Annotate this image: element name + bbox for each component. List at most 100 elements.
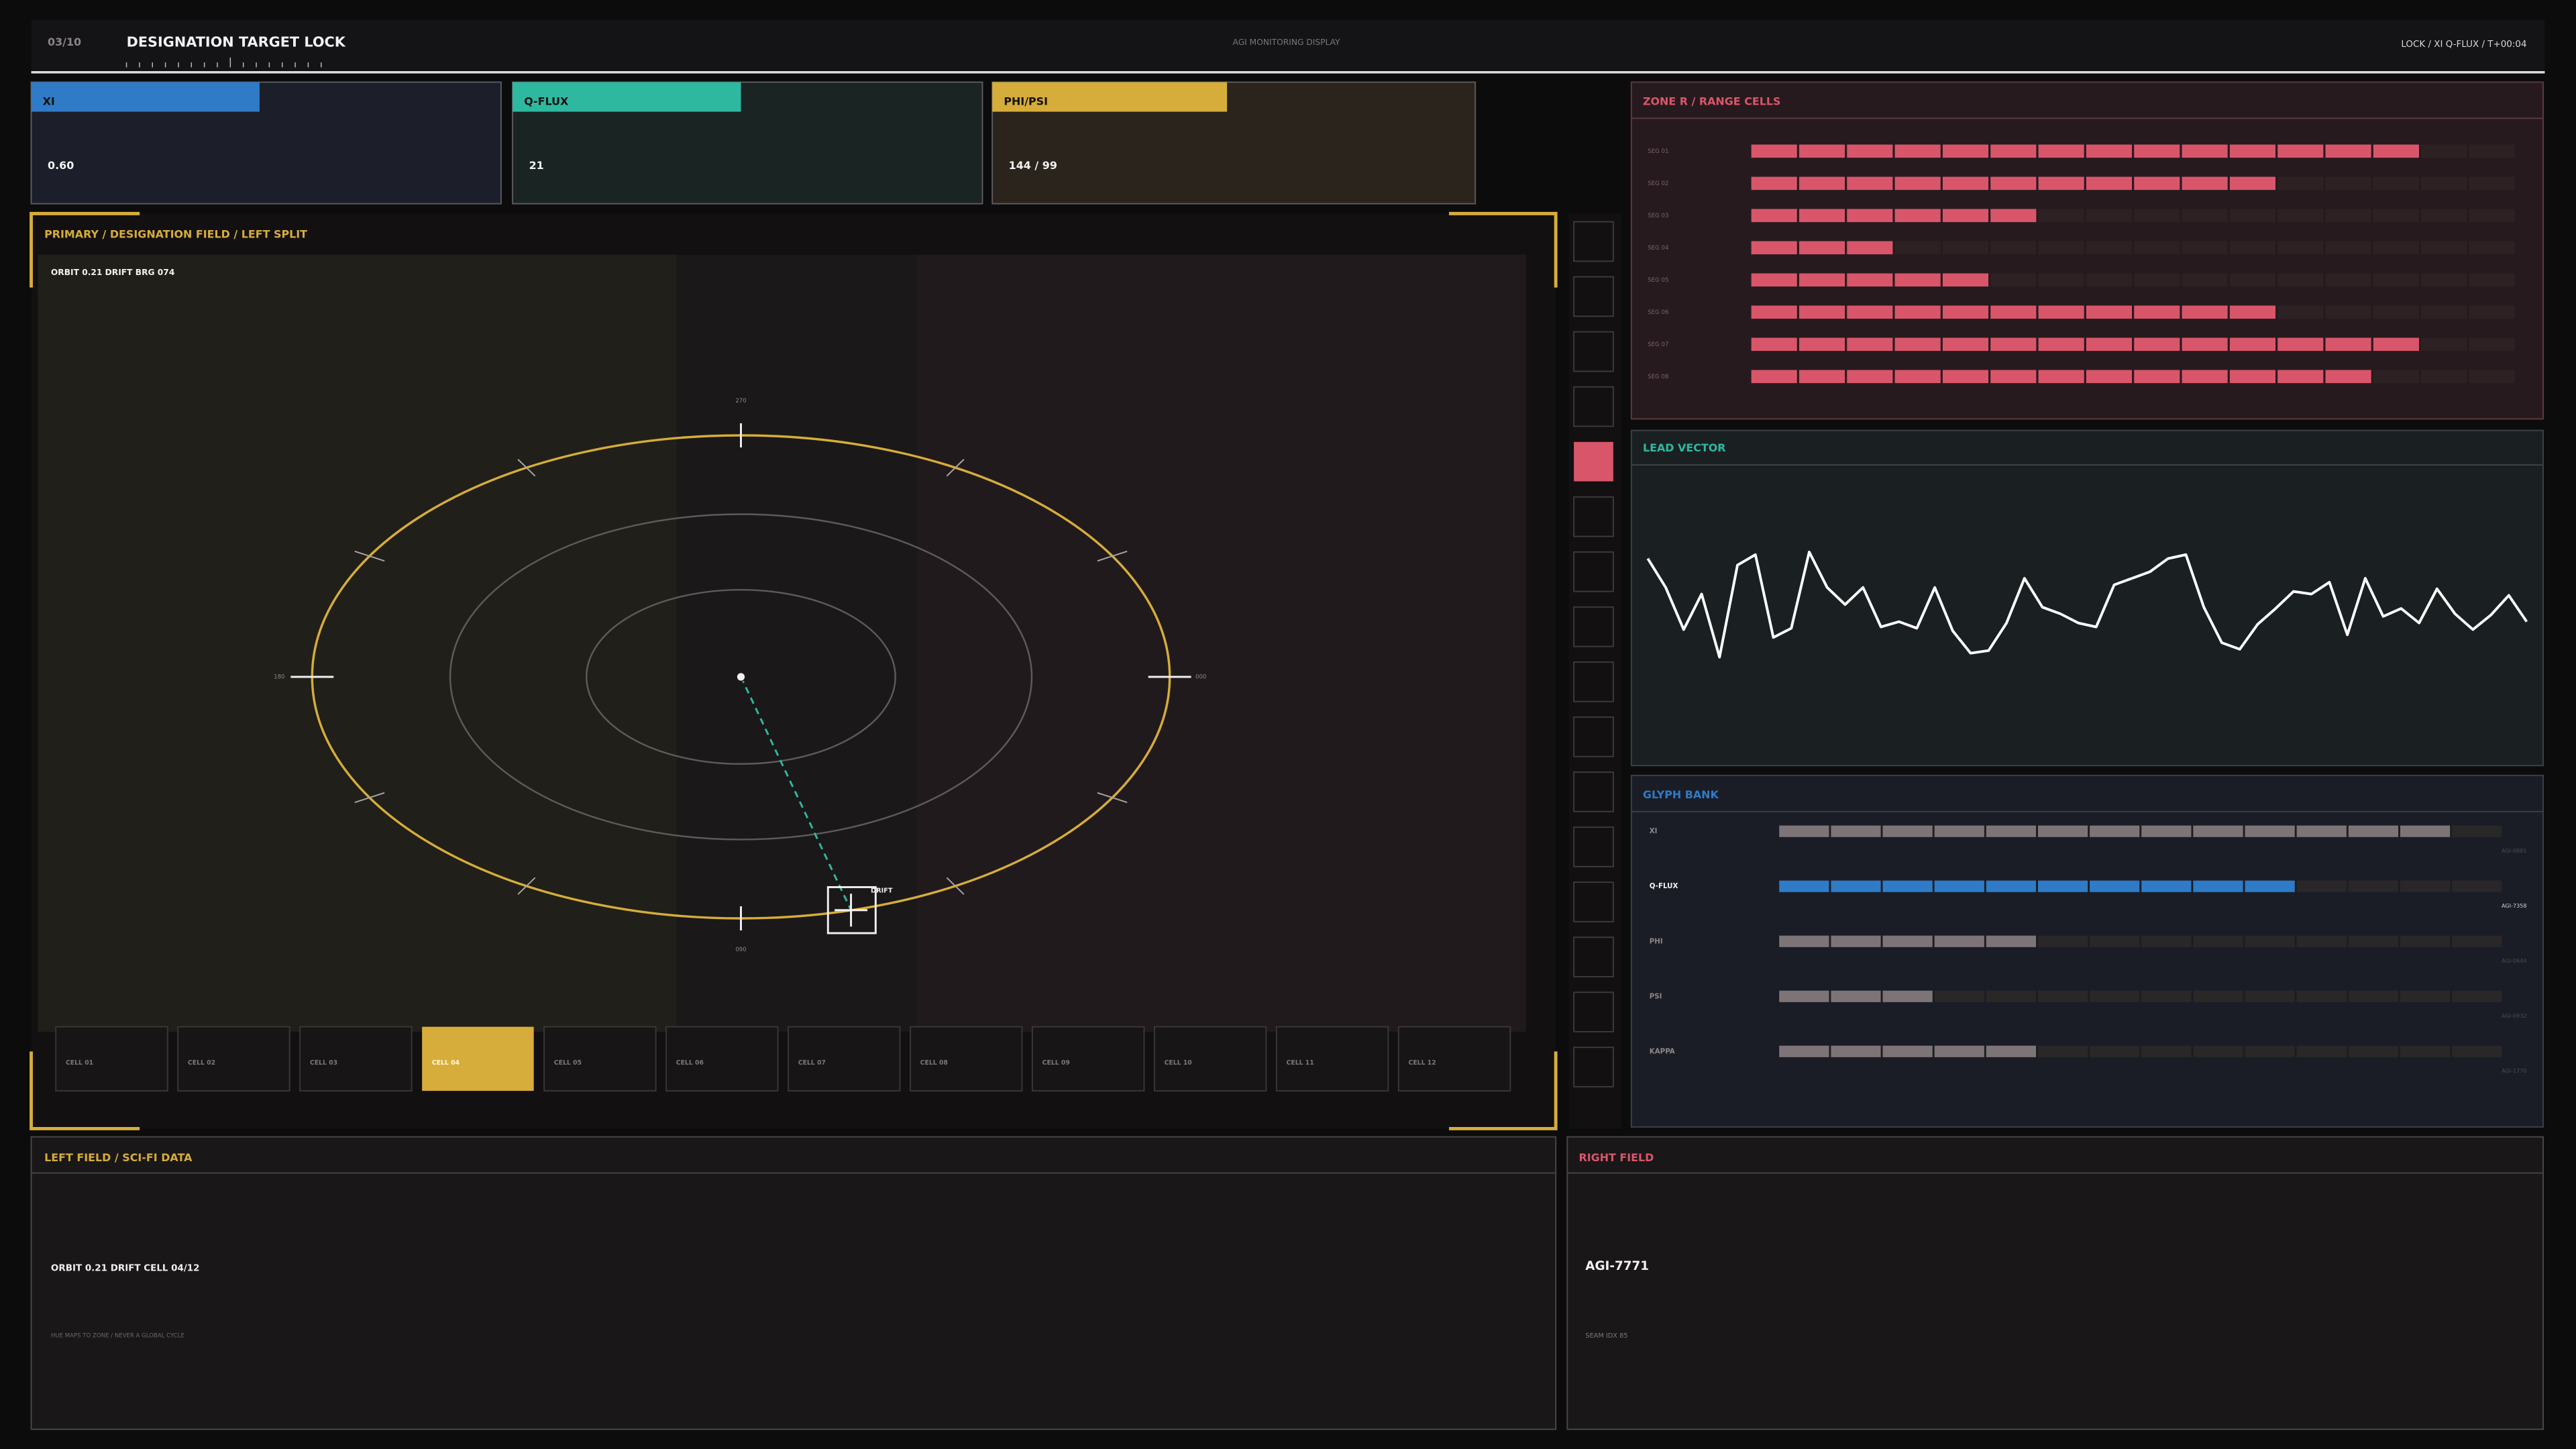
header-bar	[31, 19, 2545, 72]
range-cell	[2134, 144, 2180, 158]
range-cell-empty	[2469, 273, 2515, 287]
header-status: LOCK / XI Q-FLUX / T+00:04	[2401, 40, 2526, 50]
strip-slot	[1573, 771, 1614, 812]
range-cell	[2182, 370, 2228, 384]
range-cell	[1751, 176, 1797, 191]
glyph-cell-empty	[2296, 990, 2347, 1002]
range-cell	[2134, 337, 2180, 352]
glyph-cell-empty	[2193, 935, 2243, 947]
primary-title: PRIMARY / DESIGNATION FIELD / LEFT SPLIT	[44, 228, 307, 241]
range-cell-empty	[2469, 144, 2515, 158]
range-cell	[2229, 370, 2276, 384]
glyph-row-label: Q-FLUX	[1650, 882, 1678, 890]
glyph-cell	[2296, 825, 2347, 837]
cell	[1397, 1026, 1511, 1092]
range-cell-empty	[2325, 241, 2371, 255]
zone-row-label: SEG 04	[1648, 245, 1668, 252]
cell-label: CELL 03	[310, 1059, 337, 1067]
strip-slot	[1573, 606, 1614, 647]
range-cell	[1847, 337, 1893, 352]
range-cell-empty	[2182, 273, 2228, 287]
range-cell-empty	[2373, 241, 2419, 255]
glyph-cell-empty	[2296, 880, 2347, 892]
glyph-cell-empty	[2400, 990, 2451, 1002]
range-cell-empty	[1942, 241, 1989, 255]
range-cell	[1847, 370, 1893, 384]
zone-row-label: SEG 03	[1648, 213, 1668, 219]
header-title: DESIGNATION TARGET LOCK	[127, 34, 346, 50]
orbit-tick	[354, 792, 385, 804]
range-cell	[2229, 144, 2276, 158]
range-cell	[2086, 305, 2133, 319]
glyph-cell	[1986, 1045, 2037, 1057]
glyph-cell	[1882, 825, 1933, 837]
range-cell-empty	[2421, 176, 2467, 191]
glyph-cell	[1882, 1045, 1933, 1057]
glyph-cell	[2037, 880, 2088, 892]
glyph-cell	[1882, 990, 1933, 1002]
range-cell	[2182, 144, 2228, 158]
glyph-cell	[1882, 935, 1933, 947]
corner-bracket	[30, 211, 140, 288]
glyph-cell-empty	[2452, 825, 2502, 837]
cell	[788, 1026, 901, 1092]
glyph-cell-empty	[2090, 1045, 2140, 1057]
range-cell	[1942, 273, 1989, 287]
range-cell	[1799, 209, 1845, 223]
glyph-cell	[1934, 1045, 1984, 1057]
glyph-cell-empty	[2193, 1045, 2243, 1057]
glyph-cell-empty	[2245, 990, 2295, 1002]
cell-label: CELL 07	[798, 1059, 826, 1067]
range-cell-empty	[2373, 209, 2419, 223]
left-field-title: LEFT FIELD / SCI-FI DATA	[44, 1151, 193, 1164]
range-cell-empty	[2421, 305, 2467, 319]
range-cell-empty	[2134, 273, 2180, 287]
glyph-cell-empty	[2037, 1045, 2088, 1057]
range-cell	[1942, 370, 1989, 384]
cell-label: CELL 04	[432, 1059, 460, 1067]
range-cell-empty	[2086, 273, 2133, 287]
glyph-row-label: XI	[1650, 827, 1658, 835]
range-cell	[2038, 176, 2084, 191]
orbit-tick	[946, 459, 965, 477]
metric-value: 144 / 99	[1009, 159, 1057, 172]
glyph-cell-empty	[2452, 990, 2502, 1002]
range-cell	[1894, 144, 1941, 158]
range-cell	[2086, 337, 2133, 352]
range-cell	[1799, 273, 1845, 287]
range-cell-empty	[2469, 305, 2515, 319]
range-cell-empty	[2421, 273, 2467, 287]
metric-bar	[992, 82, 1228, 112]
range-cell	[2038, 305, 2084, 319]
glyph-code: AGI-1770	[2502, 1067, 2527, 1074]
range-cell-empty	[2086, 241, 2133, 255]
range-cell	[1799, 144, 1845, 158]
glyph-cell-empty	[2400, 935, 2451, 947]
glyph-cell-empty	[2193, 990, 2243, 1002]
range-cell	[1847, 176, 1893, 191]
left-field-readout: ORBIT 0.21 DRIFT CELL 04/12	[51, 1264, 200, 1274]
left-field-panel	[30, 1136, 1557, 1430]
glyph-cell	[2348, 825, 2399, 837]
range-cell	[2182, 337, 2228, 352]
left-split	[38, 254, 677, 1032]
range-cell-empty	[2229, 209, 2276, 223]
glyph-cell	[1779, 990, 1829, 1002]
glyph-cell-empty	[2452, 935, 2502, 947]
cell	[1031, 1026, 1145, 1092]
glyph-cell	[1882, 880, 1933, 892]
strip-slot	[1573, 496, 1614, 537]
range-cell	[2134, 176, 2180, 191]
range-cell	[2086, 176, 2133, 191]
corner-bracket	[1449, 211, 1558, 288]
range-cell	[1942, 305, 1989, 319]
strip-slot	[1573, 551, 1614, 592]
glyph-cell	[1934, 935, 1984, 947]
target-label: DRIFT	[871, 887, 893, 894]
range-cell	[2038, 337, 2084, 352]
cell-label: CELL 12	[1409, 1059, 1436, 1067]
cell-label: CELL 02	[188, 1059, 215, 1067]
range-cell-empty	[2373, 176, 2419, 191]
left-field-note: HUE MAPS TO ZONE / NEVER A GLOBAL CYCLE	[51, 1333, 184, 1340]
vector-line	[740, 676, 852, 911]
